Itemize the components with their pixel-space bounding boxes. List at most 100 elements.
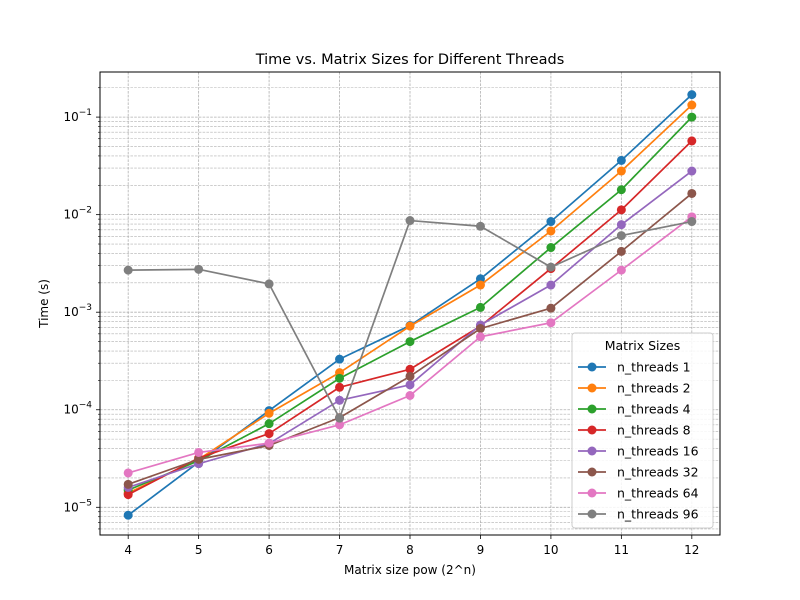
data-point: [123, 468, 133, 478]
x-tick-label: 12: [684, 543, 699, 557]
data-point: [546, 243, 556, 253]
data-point: [264, 429, 274, 439]
data-point: [546, 217, 556, 227]
data-point: [405, 216, 415, 226]
data-point: [264, 279, 274, 289]
legend-marker: [587, 467, 597, 477]
data-point: [546, 303, 556, 313]
data-point: [405, 371, 415, 381]
legend-marker: [587, 488, 597, 498]
legend-label: n_threads 96: [617, 507, 699, 522]
data-point: [616, 185, 626, 195]
data-point: [616, 205, 626, 215]
data-point: [546, 226, 556, 236]
data-point: [123, 490, 133, 500]
data-point: [335, 395, 345, 405]
legend: Matrix Sizes n_threads 1 n_threads 2 n_thr…: [571, 332, 714, 529]
legend-entry: n_threads 8: [578, 423, 691, 438]
y-tick-label: 10−5: [63, 498, 92, 514]
series-lines: [123, 90, 697, 520]
y-tick-label: 10−3: [63, 303, 92, 319]
data-point: [405, 364, 415, 374]
data-point: [616, 265, 626, 275]
legend-entry: n_threads 1: [578, 360, 691, 375]
x-tick-label: 7: [336, 543, 344, 557]
data-point: [616, 155, 626, 165]
legend-marker: [587, 446, 597, 456]
chart-title: Time vs. Matrix Sizes for Different Thre…: [255, 52, 565, 68]
data-point: [264, 408, 274, 418]
x-tick-label: 9: [477, 543, 485, 557]
legend-label: n_threads 1: [617, 360, 691, 375]
data-point: [405, 390, 415, 400]
data-point: [475, 332, 485, 342]
data-point: [546, 262, 556, 272]
data-point: [264, 419, 274, 429]
data-point: [687, 112, 697, 122]
data-point: [405, 321, 415, 331]
legend-marker: [587, 383, 597, 393]
data-point: [123, 265, 133, 275]
data-point: [687, 188, 697, 198]
legend-entry: n_threads 2: [578, 381, 691, 396]
data-point: [405, 380, 415, 390]
data-point: [405, 337, 415, 347]
data-point: [335, 382, 345, 392]
x-tick-label: 8: [406, 543, 414, 557]
axis-ticks: 4 5 6 7 8 9 10 11 12 10−5 10−4 10−3 10−2 10−1: [63, 87, 699, 557]
x-tick-label: 4: [124, 543, 132, 557]
x-tick-label: 11: [614, 543, 629, 557]
legend-label: n_threads 64: [617, 486, 699, 501]
legend-label: n_threads 4: [617, 402, 691, 417]
legend-box: [571, 332, 714, 529]
series-n_threads-96: [123, 216, 697, 423]
data-point: [546, 318, 556, 328]
x-tick-label: 10: [543, 543, 558, 557]
data-point: [475, 302, 485, 312]
data-point: [475, 280, 485, 290]
data-point: [194, 264, 204, 274]
data-point: [335, 413, 345, 423]
data-point: [687, 136, 697, 146]
legend-marker: [587, 404, 597, 414]
x-tick-label: 6: [265, 543, 273, 557]
legend-label: n_threads 8: [617, 423, 691, 438]
data-point: [475, 221, 485, 231]
legend-entry: n_threads 16: [578, 444, 699, 459]
data-point: [475, 274, 485, 284]
data-point: [687, 90, 697, 100]
data-point: [335, 373, 345, 383]
y-tick-label: 10−2: [63, 206, 92, 222]
legend-entry: n_threads 32: [578, 465, 699, 480]
y-tick-label: 10−4: [63, 401, 92, 417]
data-point: [687, 166, 697, 176]
data-point: [687, 217, 697, 227]
data-point: [123, 479, 133, 489]
data-point: [546, 280, 556, 290]
data-point: [264, 438, 274, 448]
legend-entry: n_threads 64: [578, 486, 699, 501]
data-point: [194, 454, 204, 464]
legend-marker: [587, 425, 597, 435]
legend-entry: n_threads 4: [578, 402, 691, 417]
legend-title: Matrix Sizes: [605, 338, 681, 353]
legend-entry: n_threads 96: [578, 507, 699, 522]
legend-marker: [587, 362, 597, 372]
data-point: [194, 447, 204, 457]
legend-marker: [587, 509, 597, 519]
y-axis-label: Time (s): [37, 279, 51, 329]
x-tick-label: 5: [195, 543, 203, 557]
data-point: [616, 166, 626, 176]
data-point: [616, 246, 626, 256]
data-point: [687, 100, 697, 110]
data-point: [616, 220, 626, 230]
legend-label: n_threads 32: [617, 465, 699, 480]
data-point: [475, 324, 485, 334]
y-tick-label: 10−1: [63, 108, 92, 124]
legend-label: n_threads 2: [617, 381, 691, 396]
legend-label: n_threads 16: [617, 444, 699, 459]
data-point: [616, 231, 626, 241]
data-point: [123, 510, 133, 520]
data-point: [335, 420, 345, 430]
